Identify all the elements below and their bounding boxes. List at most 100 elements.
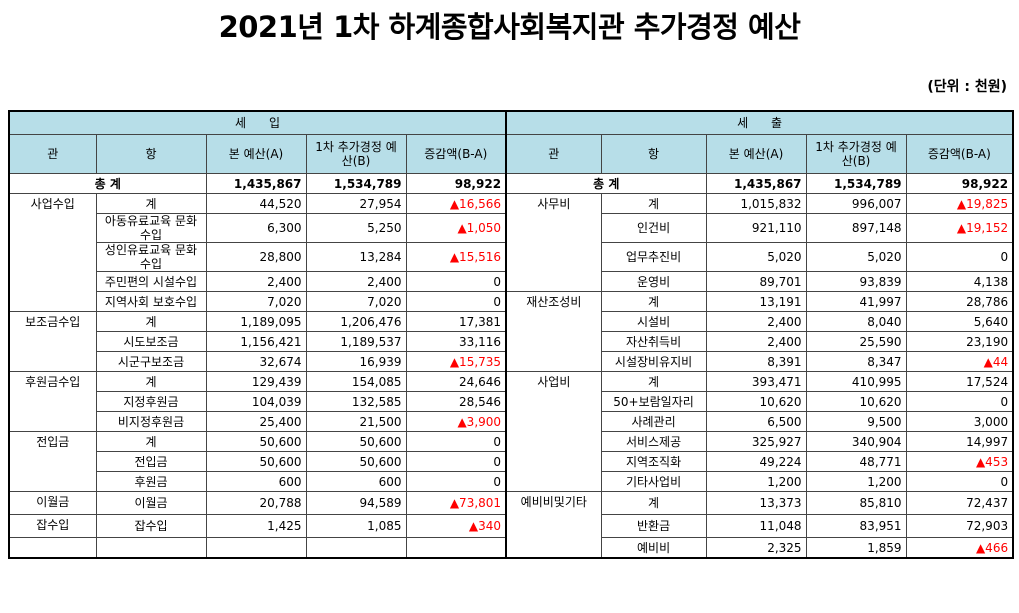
revised-cell: 41,997 [805,291,907,312]
change-cell: 72,903 [905,514,1014,538]
item-cell: 시설비 [600,311,707,332]
item-cell: 주민편의 시설수입 [95,271,207,292]
item-cell: 반환금 [600,514,707,538]
table-row: 예비비 2,325 1,859 ▲466 [8,537,1014,559]
budget-cell: 6,300 [205,213,307,243]
item-cell: 50+보람일자리 [600,391,707,412]
item-cell: 성인유료교육 문화수입 [95,242,207,272]
revised-cell: 16,939 [305,351,407,372]
item-cell: 아동유료교육 문화수입 [95,213,207,243]
unit-note: (단위 : 천원) [927,79,1007,95]
change-cell: 0 [405,471,507,492]
category-cell: 잡수입 [8,514,97,538]
empty-cell [405,537,507,559]
revised-cell: 25,590 [805,331,907,352]
item-cell: 인건비 [600,213,707,243]
column-header: 본 예산(A) [205,134,307,174]
revised-cell: 5,250 [305,213,407,243]
item-cell: 서비스제공 [600,431,707,452]
item-cell: 계 [95,431,207,452]
item-cell: 예비비 [600,537,707,559]
table-row: 지정후원금 104,039 132,585 28,546 50+보람일자리 10,620 1… [9,391,1014,412]
change-cell: 0 [905,391,1014,412]
change-cell: ▲466 [905,537,1014,559]
change-cell: ▲15,516 [405,242,507,272]
table-row: 주민편의 시설수입 2,400 2,400 0 운영비 89,701 93,839 4,138 [9,271,1014,292]
total-revised: 1,534,789 [305,173,407,194]
change-cell: 0 [405,431,507,452]
budget-cell: 10,620 [705,391,807,412]
column-header: 1차 추가경정 예산(B) [305,134,407,174]
revised-cell: 1,189,537 [305,331,407,352]
total-budget: 1,435,867 [205,173,307,194]
budget-cell: 28,800 [205,242,307,272]
item-cell: 계 [600,371,707,392]
budget-cell: 13,191 [705,291,807,312]
item-cell: 계 [600,491,707,515]
change-cell: 5,640 [905,311,1014,332]
revised-cell: 93,839 [805,271,907,292]
item-cell: 계 [600,193,707,214]
budget-cell: 44,520 [205,193,307,214]
item-cell: 자산취득비 [600,331,707,352]
revised-cell: 10,620 [805,391,907,412]
table-row: 지역사회 보호수입 7,020 7,020 0 재산조성비 계 13,191 41,997 28… [9,291,1014,372]
budget-cell: 32,674 [205,351,307,372]
budget-cell: 6,500 [705,411,807,432]
category-cell: 후원금수입 [8,371,97,432]
change-cell: 17,381 [405,311,507,332]
column-header: 관 [505,134,602,174]
change-cell: ▲73,801 [405,491,507,515]
revised-cell: 7,020 [305,291,407,312]
empty-cell [205,537,307,559]
budget-cell: 325,927 [705,431,807,452]
title: 2021년 1차 하계종합사회복지관 추가경정 예산 [218,10,801,44]
category-cell: 보조금수입 [8,311,97,372]
table-row: 후원금수입 계 129,439 154,085 24,646 사업비 계 393,471 410… [8,371,1014,492]
revised-cell: 340,904 [805,431,907,452]
total-budget: 1,435,867 [705,173,807,194]
item-cell: 기타사업비 [600,471,707,492]
revised-cell: 13,284 [305,242,407,272]
item-cell: 운영비 [600,271,707,292]
item-cell: 지역조직화 [600,451,707,472]
change-cell: 33,116 [405,331,507,352]
item-cell: 사례관리 [600,411,707,432]
category-cell: 예비비및기타 [505,491,602,559]
budget-cell: 50,600 [205,451,307,472]
item-cell: 지정후원금 [95,391,207,412]
item-cell: 전입금 [95,451,207,472]
budget-cell: 2,325 [705,537,807,559]
change-cell: ▲44 [905,351,1014,372]
budget-cell: 7,020 [205,291,307,312]
item-cell: 잡수입 [95,514,207,538]
budget-cell: 50,600 [205,431,307,452]
budget-cell: 1,425 [205,514,307,538]
change-cell: 0 [405,291,507,312]
category-cell: 전입금 [8,431,97,492]
empty-cell [95,537,207,559]
revised-cell: 1,859 [805,537,907,559]
section-heading: 세 출 [505,110,1014,135]
revised-cell: 1,206,476 [305,311,407,332]
column-header: 항 [600,134,707,174]
total-revised: 1,534,789 [805,173,907,194]
empty-cell [8,537,97,559]
table-row: 사업수입 계 44,520 27,954 ▲16,566 사무비 계 1,015,832 996… [8,193,1014,312]
change-cell: ▲1,050 [405,213,507,243]
budget-cell: 129,439 [205,371,307,392]
budget-cell: 13,373 [705,491,807,515]
revised-cell: 8,347 [805,351,907,372]
change-cell: 23,190 [905,331,1014,352]
item-cell: 계 [95,311,207,332]
change-cell: 28,786 [905,291,1014,312]
revised-cell: 9,500 [805,411,907,432]
budget-cell: 8,391 [705,351,807,372]
section-heading: 세 입 [8,110,507,135]
revised-cell: 1,085 [305,514,407,538]
revised-cell: 27,954 [305,193,407,214]
change-cell: 0 [905,471,1014,492]
revised-cell: 85,810 [805,491,907,515]
